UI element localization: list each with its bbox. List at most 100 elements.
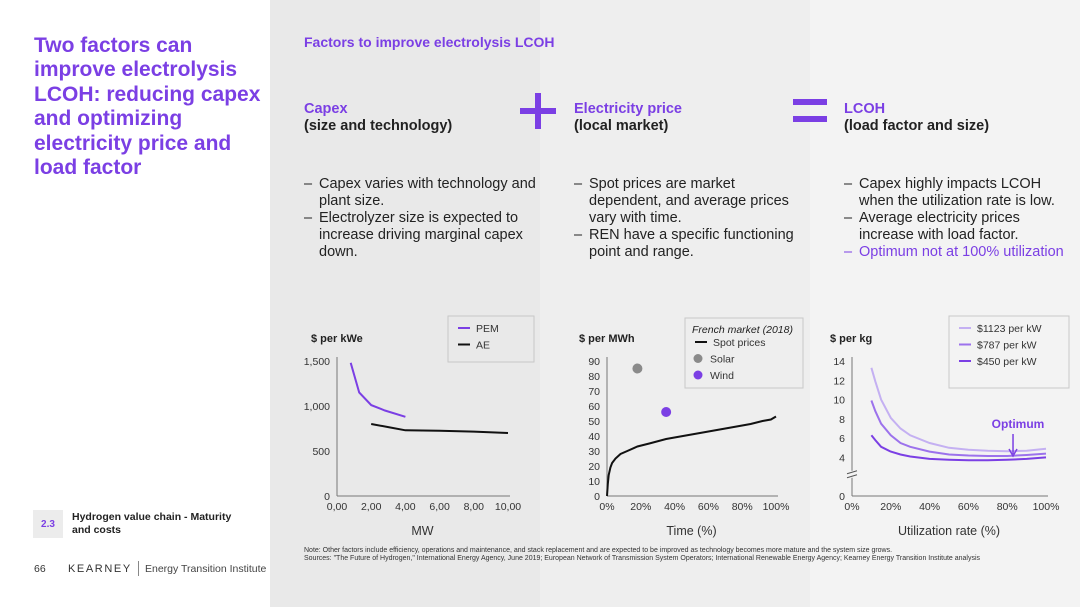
x-axis-label: MW	[411, 524, 433, 538]
optimum-arrow-head	[1008, 448, 1018, 458]
y-tick-label: 1,000	[304, 401, 330, 413]
electricity-pane-background	[540, 0, 810, 607]
y-tick-label: 8	[839, 414, 845, 426]
y-tick-label: 60	[588, 401, 600, 413]
y-axis-label: $ per kWe	[311, 333, 363, 345]
legend-box	[948, 315, 1070, 389]
y-tick-label: 6	[839, 433, 845, 445]
bullet-item-highlight: Optimum not at 100% utilization	[844, 244, 1076, 261]
brand-divider	[138, 561, 139, 576]
column-subtitle: (local market)	[574, 118, 669, 134]
legend-swatch	[693, 370, 703, 380]
footnote-sources: Sources: "The Future of Hydrogen," Inter…	[304, 555, 981, 563]
y-tick-label: 1,500	[304, 356, 330, 368]
y-tick-label: 20	[588, 461, 600, 473]
brand-subtitle: Energy Transition Institute	[145, 563, 267, 575]
y-axis-label: $ per kg	[830, 333, 872, 345]
y-tick-label: 0	[324, 491, 330, 503]
x-axis-label: Time (%)	[666, 524, 716, 538]
legend-box	[684, 317, 804, 389]
bullet-item: Spot prices are market dependent, and av…	[574, 176, 806, 227]
electricity-bullets: Spot prices are market dependent, and av…	[574, 176, 806, 261]
footnote-note: Note: Other factors include efficiency, …	[304, 547, 893, 554]
plus-icon	[520, 93, 556, 129]
column-title-capex: Capex (size and technology)	[304, 101, 452, 135]
left-pane	[0, 0, 270, 607]
column-title-lcoh: LCOH (load factor and size)	[844, 101, 989, 135]
axis-break-gap	[847, 470, 857, 478]
point-solar	[632, 363, 643, 374]
series-line--1123-per-kw	[870, 367, 1047, 453]
y-tick-label: 50	[588, 416, 600, 428]
x-tick-label: 0%	[844, 501, 859, 513]
axis-break-mark	[846, 470, 858, 475]
column-subtitle: (size and technology)	[304, 118, 453, 134]
capex-bullets: Capex varies with technology and plant s…	[304, 176, 536, 261]
series-line--450-per-kw	[870, 434, 1047, 462]
x-tick-label: 60%	[958, 501, 979, 513]
x-tick-label: 20%	[630, 501, 651, 513]
x-tick-label: 40%	[664, 501, 685, 513]
lcoh-bullets: Capex highly impacts LCOH when the utili…	[844, 176, 1076, 261]
bullet-item: Average electricity prices increase with…	[844, 210, 1076, 244]
bullet-item: REN have a specific functioning point an…	[574, 227, 806, 261]
y-tick-label: 500	[312, 446, 330, 458]
y-tick-label: 90	[588, 356, 600, 368]
x-axis-label: Utilization rate (%)	[898, 524, 1000, 538]
y-tick-label: 10	[588, 476, 600, 488]
series-line-ae	[371, 423, 509, 434]
slide-headline: Two factors can improve electrolysis LCO…	[34, 34, 261, 180]
x-tick-label: 0%	[599, 501, 614, 513]
series-line-spot-prices	[606, 415, 777, 497]
y-tick-label: 30	[588, 446, 600, 458]
y-tick-label: 70	[588, 386, 600, 398]
y-axis-label: $ per MWh	[579, 333, 635, 345]
x-tick-label: 100%	[1033, 501, 1060, 513]
x-tick-label: 20%	[880, 501, 901, 513]
footnote: Note: Other factors include efficiency, …	[304, 547, 1044, 564]
y-tick-label: 4	[839, 452, 845, 464]
y-tick-label: 0	[594, 491, 600, 503]
legend-label: AE	[476, 340, 490, 352]
y-tick-label: 0	[839, 491, 845, 503]
x-tick-label: 10,00	[495, 501, 521, 513]
equals-icon	[793, 99, 827, 123]
legend-label: $1123 per kW	[977, 323, 1042, 335]
x-tick-label: 0,00	[327, 501, 348, 513]
x-tick-label: 80%	[732, 501, 753, 513]
bullet-item: Electrolyzer size is expected to increas…	[304, 210, 536, 261]
column-title: Capex	[304, 101, 348, 117]
optimum-annotation: Optimum	[992, 417, 1045, 431]
series-line--787-per-kw	[870, 400, 1047, 457]
x-tick-label: 60%	[698, 501, 719, 513]
capex-pane-background	[270, 0, 540, 607]
point-wind	[661, 407, 672, 417]
legend-swatch	[693, 354, 703, 363]
bullet-item: Capex highly impacts LCOH when the utili…	[844, 176, 1076, 210]
column-title-electricity: Electricity price (local market)	[574, 101, 682, 135]
legend-label: $787 per kW	[977, 340, 1037, 352]
bullet-item: Capex varies with technology and plant s…	[304, 176, 536, 210]
x-tick-label: 80%	[997, 501, 1018, 513]
series-line-pem	[349, 362, 406, 418]
x-tick-label: 40%	[919, 501, 940, 513]
y-tick-label: 40	[588, 431, 600, 443]
section-title: Hydrogen value chain - Maturity and cost…	[72, 511, 232, 536]
section-number-badge: 2.3	[33, 510, 63, 538]
legend-label: $450 per kW	[977, 356, 1037, 368]
y-tick-label: 12	[833, 375, 845, 387]
column-title: Electricity price	[574, 101, 682, 117]
column-subtitle: (load factor and size)	[844, 118, 990, 134]
page-number: 66	[34, 563, 46, 575]
brand-logo: KEARNEY	[68, 563, 132, 575]
column-title: LCOH	[844, 101, 886, 117]
legend-label: PEM	[476, 323, 499, 335]
x-tick-label: 2,00	[361, 501, 382, 513]
x-tick-label: 8,00	[464, 501, 485, 513]
legend-label: Wind	[710, 370, 734, 382]
x-tick-label: 100%	[763, 501, 790, 513]
y-tick-label: 14	[833, 356, 845, 368]
legend-label: Spot prices	[713, 337, 766, 349]
x-tick-label: 4,00	[395, 501, 416, 513]
